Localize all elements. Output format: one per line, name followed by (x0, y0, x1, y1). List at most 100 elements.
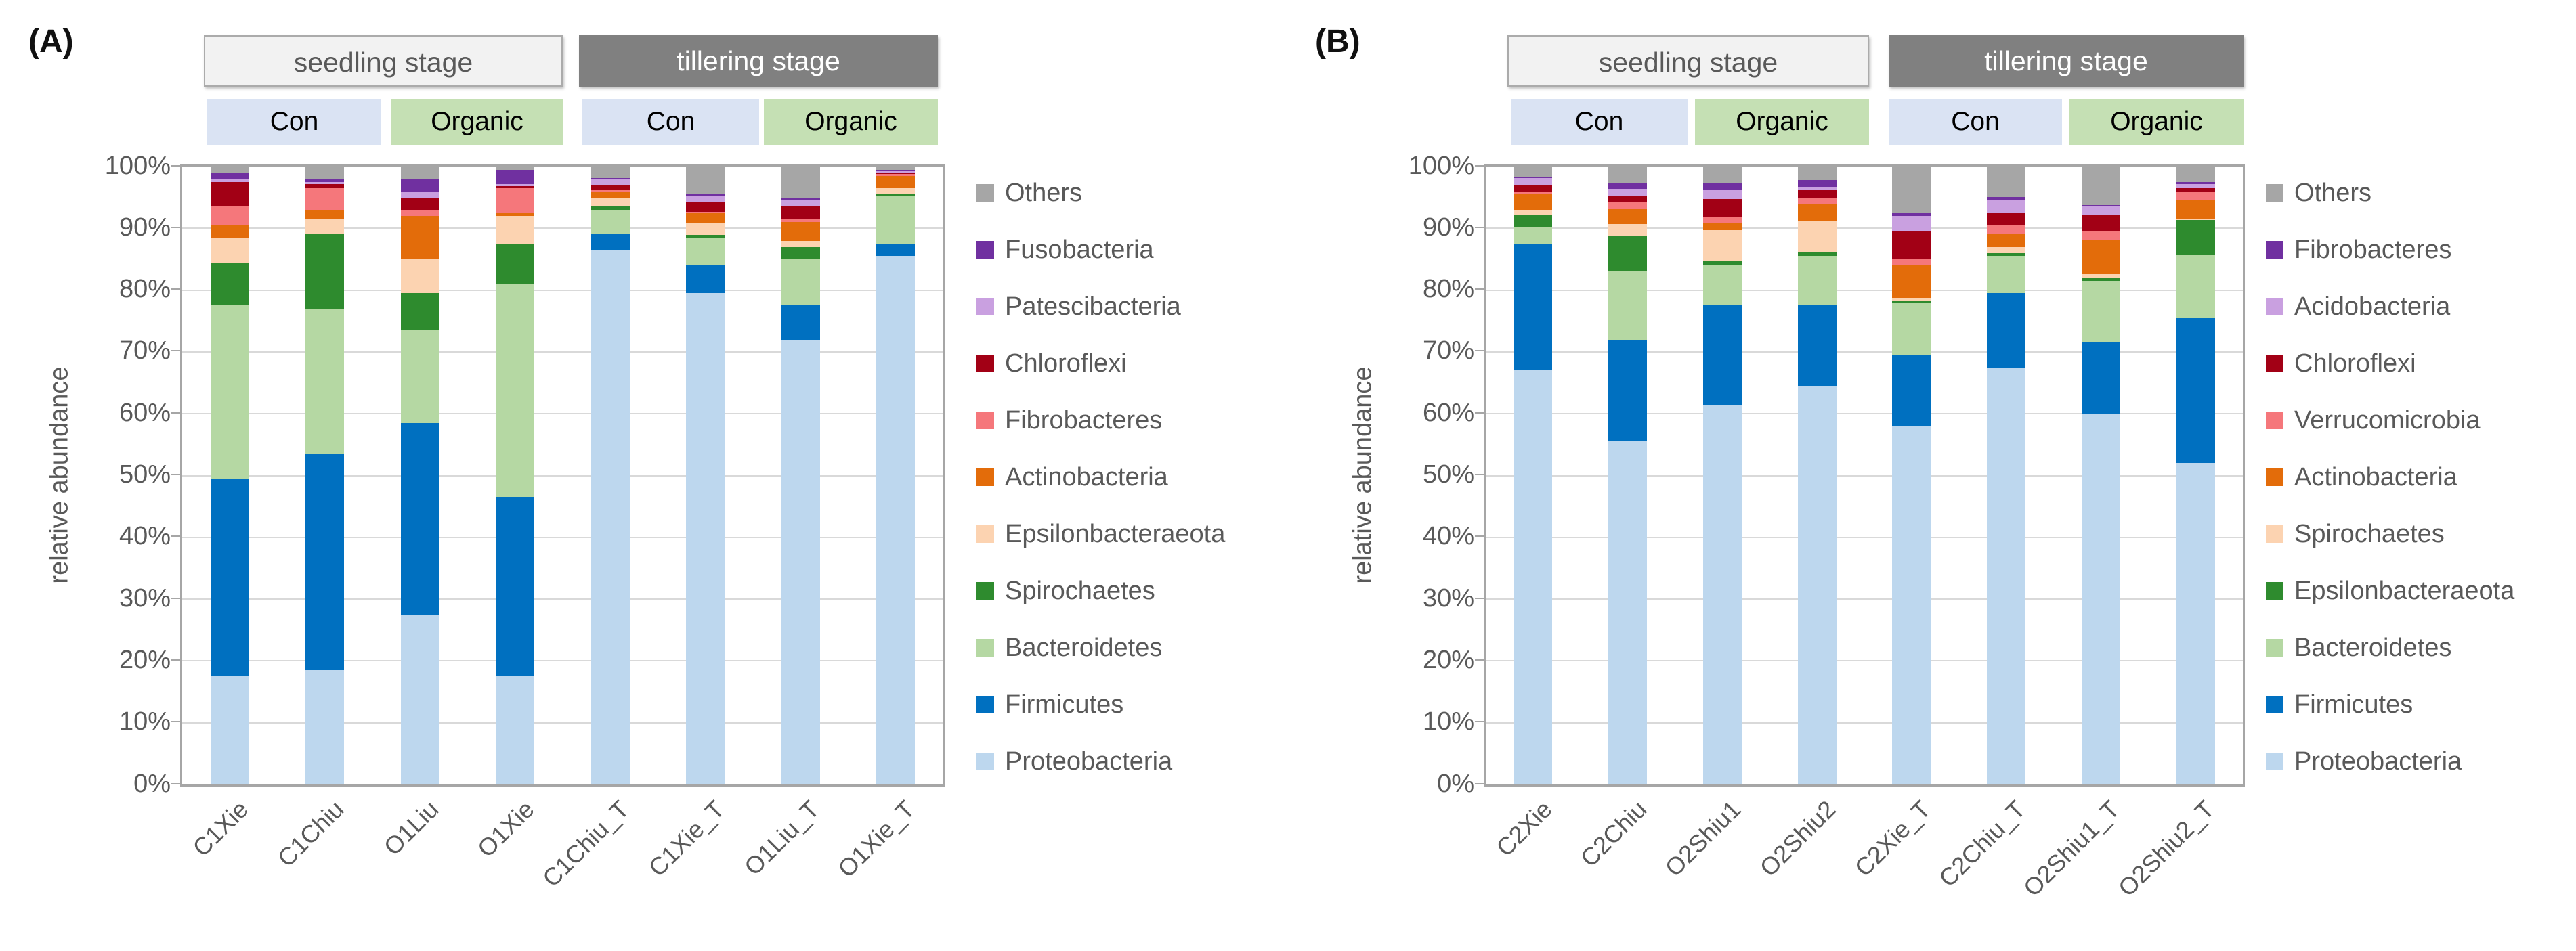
y-tick-mark (171, 597, 181, 599)
segment-C2Xie_T-Fibrobacteres (1892, 213, 1931, 217)
segment-O2Shiu1-Acidobacteria (1702, 190, 1742, 200)
panel-a-organic-header-2: Organic (764, 99, 938, 145)
segment-O2Shiu1_T-Acidobacteria (2081, 206, 2120, 216)
gridline-10pct (182, 722, 943, 724)
y-tick-label-50pct: 50% (1422, 460, 1474, 489)
segment-C1Xie_T-Fibrobacteres (686, 211, 725, 214)
y-tick-label-0pct: 0% (1437, 769, 1474, 798)
legend-swatch-icon (2266, 298, 2283, 315)
segment-C1Xie-Firmicutes (210, 479, 249, 677)
segment-O2Shiu2_T-Chloroflexi (2176, 188, 2215, 192)
segment-O1Liu-Patescibacteria (400, 192, 439, 198)
segment-C2Chiu-Chloroflexi (1608, 195, 1648, 202)
legend-label: Patescibacteria (1005, 292, 1181, 321)
segment-C1Xie-Epsilonbacteraeota (210, 238, 249, 263)
segment-C1Chiu_T-Epsilonbacteraeota (591, 197, 630, 207)
legend-swatch-icon (976, 298, 994, 315)
y-tick-label-90pct: 90% (119, 213, 171, 242)
segment-C1Chiu-Fusobacteria (305, 179, 345, 182)
segment-C1Xie-Bacteroidetes (210, 305, 249, 479)
gridline-50pct (182, 474, 943, 477)
segment-O2Shiu1-Bacteroidetes (1702, 265, 1742, 306)
gridline-60pct (1486, 413, 2243, 415)
gridline-90pct (1486, 227, 2243, 229)
segment-O2Shiu1_T-Fibrobacteres (2081, 204, 2120, 207)
segment-O2Shiu2_T-Proteobacteria (2176, 463, 2215, 784)
segment-O2Shiu1_T-Spirochaetes (2081, 273, 2120, 278)
segment-O2Shiu2-Acidobacteria (1797, 187, 1837, 190)
gridline-80pct (182, 289, 943, 291)
bar-C1Xie (210, 167, 249, 784)
segment-C1Xie-Fusobacteria (210, 173, 249, 179)
bar-O1Liu_T (781, 167, 820, 784)
panel-a-label: (A) (28, 24, 74, 60)
segment-C1Xie-Actinobacteria (210, 225, 249, 238)
y-tick-mark (1475, 535, 1484, 537)
segment-O1Xie-Firmicutes (496, 497, 535, 677)
gridline-50pct (1486, 474, 2243, 477)
y-tick-label-100pct: 100% (1408, 151, 1474, 180)
segment-O1Liu_T-Epsilonbacteraeota (781, 240, 820, 247)
legend-swatch-icon (2266, 468, 2283, 486)
segment-O2Shiu2_T-Others (2176, 167, 2215, 182)
segment-O2Shiu2_T-Spirochaetes (2176, 219, 2215, 221)
segment-O1Liu_T-Actinobacteria (781, 222, 820, 241)
segment-C1Chiu_T-Actinobacteria (591, 191, 630, 198)
legend-swatch-icon (976, 468, 994, 486)
segment-O1Liu-Fibrobacteres (400, 209, 439, 217)
segment-C1Xie-Patescibacteria (210, 179, 249, 182)
segment-C2Xie_T-Epsilonbacteraeota (1892, 301, 1931, 303)
segment-O1Liu_T-Spirochaetes (781, 246, 820, 259)
segment-C1Chiu_T-Spirochaetes (591, 206, 630, 210)
segment-C2Xie-Verrucomicrobia (1514, 192, 1553, 194)
segment-C1Xie_T-Firmicutes (686, 265, 725, 294)
segment-C1Chiu-Fibrobacteres (305, 188, 345, 210)
segment-C1Chiu_T-Others (591, 167, 630, 178)
segment-C1Xie_T-Proteobacteria (686, 293, 725, 784)
gridline-60pct (182, 413, 943, 415)
segment-O2Shiu1_T-Actinobacteria (2081, 240, 2120, 274)
legend-label: Proteobacteria (2294, 747, 2462, 776)
y-tick-label-20pct: 20% (119, 645, 171, 674)
segment-C1Chiu_T-Fibrobacteres (591, 189, 630, 192)
segment-O2Shiu1_T-Proteobacteria (2081, 414, 2120, 784)
gridline-40pct (182, 536, 943, 538)
segment-O2Shiu2-Others (1797, 167, 1837, 181)
segment-C1Chiu-Others (305, 167, 345, 179)
gridline-30pct (1486, 598, 2243, 600)
segment-O1Xie-Fusobacteria (496, 169, 535, 184)
segment-O1Liu-Fusobacteria (400, 179, 439, 193)
y-tick-mark (171, 782, 181, 784)
segment-C2Chiu-Acidobacteria (1608, 188, 1648, 196)
segment-O2Shiu1_T-Epsilonbacteraeota (2081, 278, 2120, 281)
segment-C1Chiu_T-Firmicutes (591, 234, 630, 250)
segment-C2Xie-Spirochaetes (1514, 209, 1553, 215)
y-tick-label-10pct: 10% (119, 707, 171, 736)
bar-C2Chiu (1608, 167, 1648, 784)
segment-C2Xie-Epsilonbacteraeota (1514, 215, 1553, 227)
legend-label: Firmicutes (2294, 690, 2413, 719)
segment-O2Shiu2_T-Firmicutes (2176, 317, 2215, 464)
panel-a-tillering-stage-header: tillering stage (579, 35, 938, 87)
y-tick-mark (1475, 474, 1484, 475)
legend-label: Bacteroidetes (1005, 634, 1163, 662)
segment-C2Xie_T-Chloroflexi (1892, 231, 1931, 259)
segment-O1Xie_T-Actinobacteria (876, 175, 916, 188)
segment-O2Shiu2-Bacteroidetes (1797, 256, 1837, 306)
y-tick-mark (1475, 164, 1484, 167)
legend-label: Others (1005, 179, 1083, 207)
y-tick-label-0pct: 0% (133, 769, 171, 798)
segment-O2Shiu1-Verrucomicrobia (1702, 217, 1742, 224)
y-tick-label-30pct: 30% (1422, 583, 1474, 613)
segment-O1Xie_T-Fibrobacteres (876, 174, 916, 176)
bar-O2Shiu1_T (2081, 167, 2120, 784)
segment-O1Liu-Epsilonbacteraeota (400, 259, 439, 294)
legend-swatch-icon (2266, 753, 2283, 770)
segment-O1Xie_T-Chloroflexi (876, 173, 916, 174)
segment-C2Chiu_T-Chloroflexi (1987, 213, 2026, 225)
legend-swatch-icon (976, 639, 994, 657)
legend-label: Bacteroidetes (2294, 634, 2452, 662)
segment-O2Shiu2_T-Verrucomicrobia (2176, 191, 2215, 201)
segment-C2Chiu-Spirochaetes (1608, 223, 1648, 236)
gridline-70pct (1486, 351, 2243, 353)
